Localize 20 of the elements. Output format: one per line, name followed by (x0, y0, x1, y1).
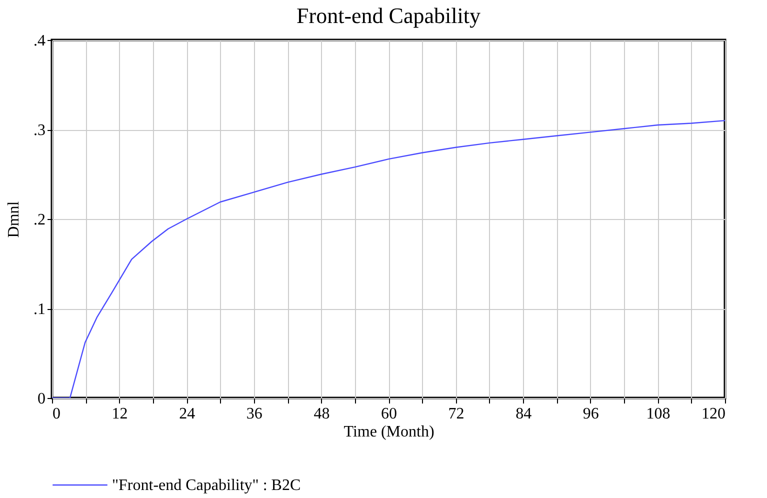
x-tick-label: 48 (314, 406, 330, 422)
chart-title: Front-end Capability (296, 3, 480, 28)
y-tick-label: .4 (34, 32, 46, 50)
x-tick-label: 72 (448, 406, 464, 422)
x-tick-label: 60 (381, 406, 397, 422)
y-axis-title: Dmnl (6, 200, 22, 238)
x-axis-title: Time (Month) (344, 424, 434, 440)
x-tick-label: 108 (646, 406, 670, 422)
x-tick-label: 120 (702, 406, 726, 422)
x-tick-label: 12 (112, 406, 128, 422)
y-tick-label: .1 (34, 301, 46, 318)
y-tick-label: .3 (34, 122, 46, 139)
x-tick-label: 36 (246, 406, 262, 422)
x-tick-label: 0 (52, 406, 60, 422)
y-tick-label: .2 (34, 212, 46, 228)
legend-label: "Front-end Capability" : B2C (112, 477, 301, 494)
x-tick-label: 96 (582, 406, 599, 422)
x-tick-label: 24 (179, 406, 196, 422)
x-tick-label: 84 (516, 406, 532, 422)
y-tick-label: 0 (38, 390, 46, 408)
